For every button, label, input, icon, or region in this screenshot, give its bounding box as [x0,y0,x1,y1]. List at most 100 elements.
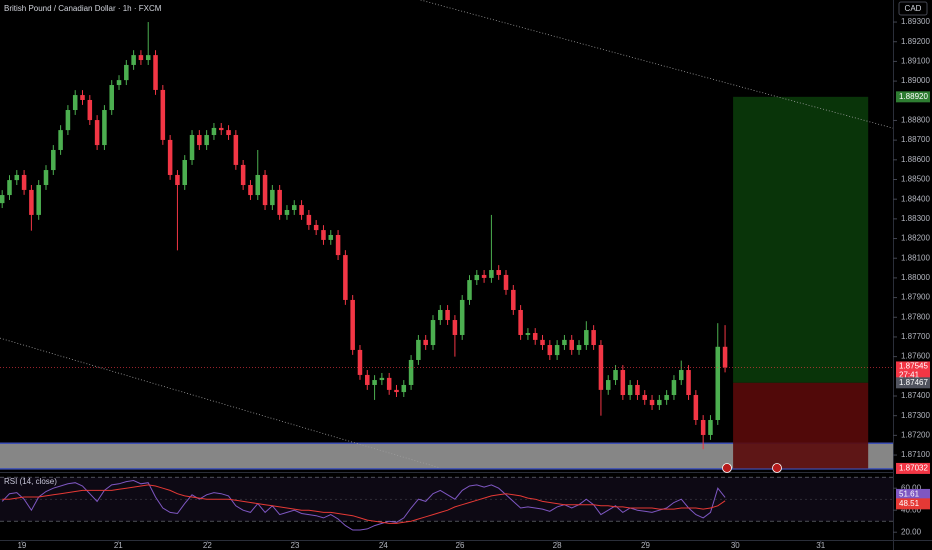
currency-box[interactable] [898,1,928,16]
candle-body [211,127,217,136]
loss-zone [733,382,869,469]
candle-body [693,395,699,421]
candle-body [204,135,209,146]
candle-body [430,320,436,346]
candle-body [467,280,472,300]
indicator-line [1,479,726,531]
candle-body [540,339,545,346]
y-tick-label: 1.87100 [901,450,930,459]
candle-body [255,174,261,196]
x-tick-label: 26 [456,541,465,550]
target-label: 1.88920 [899,92,928,101]
candle-body [291,205,297,211]
candle-body [671,380,677,396]
x-tick-label: 31 [816,541,825,550]
candle-body [401,384,407,393]
y-tick-label: 40.00 [901,505,922,514]
candle-body [124,64,129,81]
candle-body [445,309,450,321]
y-tick-label: 1.88700 [901,135,930,144]
candle-body [189,135,195,161]
chart-title: British Pound / Canadian Dollar · 1h · F… [4,4,162,13]
candle-body [328,235,334,240]
candle-body [722,346,728,368]
y-tick-label: 1.87600 [901,352,930,361]
y-tick-label: 1.87300 [901,411,930,420]
candle-body [270,189,275,206]
candle-body [226,130,231,136]
tool-icon[interactable] [722,463,732,473]
candle-body [277,189,282,215]
y-tick-label: 1.87800 [901,312,930,321]
candle-body [554,345,560,356]
stop-label: 1.87032 [899,464,928,473]
candle-body [459,299,465,335]
candle-body [21,174,27,190]
target-label-bg [896,91,930,103]
candle-body [715,346,721,421]
x-tick-label: 24 [379,541,388,550]
indicator-value: 51.61 [899,490,920,499]
candle-body [29,189,34,215]
candle-body [72,95,78,111]
candle-body [423,339,428,346]
x-tick-label: 22 [203,541,212,550]
candle-body [197,135,202,146]
indicator-value-bg [896,488,930,500]
candle-body [335,235,341,256]
candle-body [51,149,56,171]
candle-body [547,345,553,356]
candle-body [248,185,253,196]
candle-body [153,55,158,90]
candle-body [0,195,5,204]
candle-body [175,174,180,186]
candle-body [65,110,71,131]
candle-body [489,270,494,278]
x-tick-label: 19 [17,541,26,550]
candle-body [80,95,85,100]
candle-body [438,309,443,321]
x-tick-label: 30 [731,541,740,550]
y-tick-label: 1.88400 [901,194,930,203]
candle-body [664,395,669,400]
entry-label: 1.87467 [899,378,928,387]
candle-body [408,359,414,385]
candle-body [350,299,355,350]
y-tick-label: 1.89200 [901,37,930,46]
currency[interactable]: CAD [905,4,922,13]
candle-body [240,164,246,186]
candle-body [474,274,480,281]
candle-body [562,339,567,346]
y-tick-label: 1.89100 [901,57,930,66]
y-tick-label: 1.87700 [901,332,930,341]
candle-body [109,85,114,111]
candle-body [7,180,12,196]
candle-body [284,210,290,215]
candle-body [708,420,713,435]
candle-body [386,377,392,390]
candle-body [94,120,100,146]
candle-body [233,135,239,165]
candle-body [518,309,523,335]
trendline [420,0,894,129]
tool-icon[interactable] [772,463,782,473]
candle-body [394,389,399,393]
candle-body [87,99,93,121]
y-tick-label: 1.88800 [901,116,930,125]
y-tick-label: 1.87200 [901,430,930,439]
x-tick-label: 21 [114,541,123,550]
y-tick-label: 1.88300 [901,214,930,223]
candle-body [313,224,319,231]
candle-body [343,255,348,300]
candle-body [584,330,589,346]
candle-body [357,349,363,375]
candle-body [145,55,151,61]
candle-body [496,270,501,275]
y-tick-label: 1.88000 [901,273,930,282]
candle-body [700,420,706,435]
y-tick-label: 1.87900 [901,293,930,302]
candle-body [605,380,611,390]
candle-body [503,274,509,290]
y-tick-label: 1.88100 [901,253,930,262]
